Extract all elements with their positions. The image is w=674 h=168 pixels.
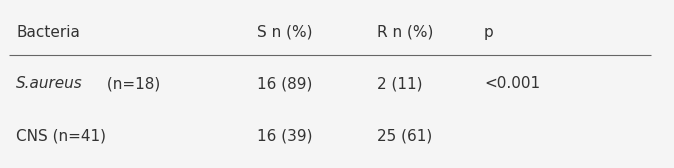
Text: S n (%): S n (%) [257, 25, 312, 39]
Text: 25 (61): 25 (61) [377, 129, 432, 143]
Text: p: p [484, 25, 494, 39]
Text: 2 (11): 2 (11) [377, 76, 423, 92]
Text: Bacteria: Bacteria [16, 25, 80, 39]
Text: R n (%): R n (%) [377, 25, 433, 39]
Text: 16 (89): 16 (89) [257, 76, 312, 92]
Text: (n=18): (n=18) [102, 76, 160, 92]
Text: CNS (n=41): CNS (n=41) [16, 129, 106, 143]
Text: <0.001: <0.001 [484, 76, 540, 92]
Text: S.aureus: S.aureus [16, 76, 83, 92]
Text: 16 (39): 16 (39) [257, 129, 312, 143]
